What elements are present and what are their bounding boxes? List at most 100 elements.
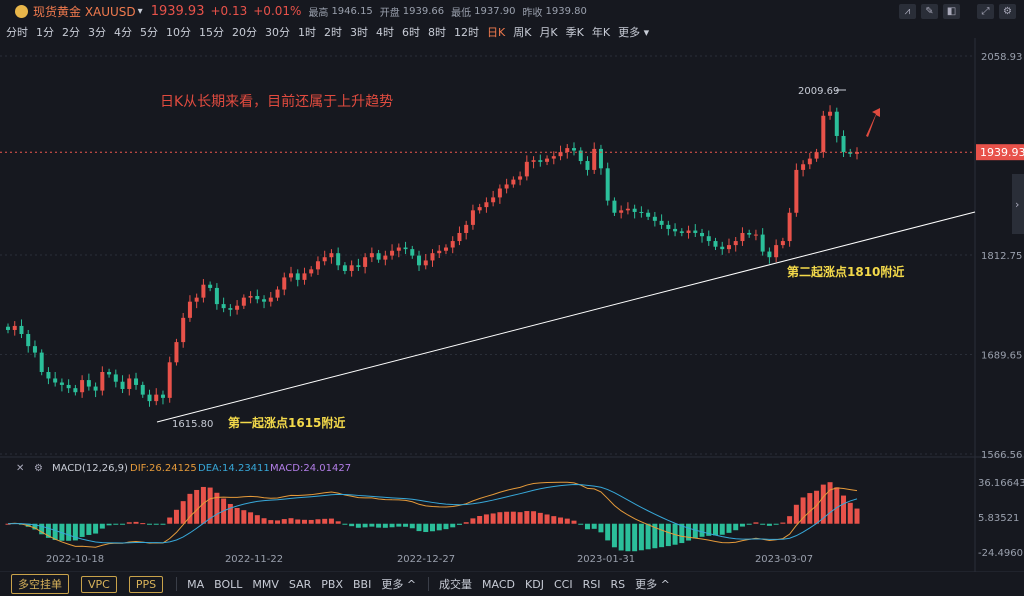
candle-body-117	[794, 169, 799, 213]
expand-icon[interactable]: ⤢	[977, 4, 994, 19]
main-indicator-3[interactable]: SAR	[288, 577, 312, 591]
timeframe-4[interactable]: 4分	[114, 26, 132, 39]
main-indicator-0[interactable]: MA	[187, 577, 205, 591]
candle-body-63	[430, 253, 435, 261]
timeframe-15[interactable]: 8时	[428, 26, 446, 39]
macd-bar-33	[227, 503, 233, 524]
timeframe-18[interactable]: 周K	[513, 26, 532, 39]
macd-bar-100	[679, 523, 685, 544]
candle-body-75	[511, 179, 516, 185]
candle-body-125	[848, 152, 853, 154]
macd-bar-67	[456, 523, 462, 525]
timeframe-3[interactable]: 3分	[88, 26, 106, 39]
chart-area[interactable]: 1939.93 ✕ ⚙ MACD(12,26,9) DIF:26.24125 DEA:1…	[0, 24, 1024, 572]
candle-body-99	[673, 228, 678, 232]
candle-body-50	[342, 265, 347, 271]
macd-bar-19	[133, 521, 139, 524]
indicator-box-1[interactable]: VPC	[81, 575, 117, 593]
candle-body-30	[208, 284, 213, 288]
candle-body-113	[767, 251, 772, 258]
high-value: 1946.15	[331, 5, 373, 17]
draw-tool-icon[interactable]: ✎	[921, 4, 938, 19]
macd-bar-48	[328, 518, 334, 524]
candle-body-19	[134, 378, 139, 385]
timeframe-22[interactable]: 更多 ▾	[618, 26, 650, 39]
settings-icon[interactable]: ⚙	[999, 4, 1016, 19]
macd-bar-56	[382, 523, 388, 528]
timeframe-16[interactable]: 12时	[454, 26, 479, 39]
timeframe-9[interactable]: 30分	[265, 26, 290, 39]
macd-bar-20	[140, 523, 146, 525]
timeframe-14[interactable]: 6时	[402, 26, 420, 39]
separator	[428, 577, 430, 591]
candle-body-119	[807, 158, 812, 165]
macd-bar-106	[719, 523, 725, 535]
sub-indicator-3[interactable]: CCI	[553, 577, 573, 591]
macd-bar-62	[423, 523, 429, 533]
timeframe-17[interactable]: 日K	[487, 26, 506, 39]
macd-bar-107	[726, 523, 732, 533]
candle-body-60	[410, 249, 415, 256]
candle-body-97	[659, 220, 664, 225]
timeframe-0[interactable]: 分时	[6, 26, 28, 39]
dea-line	[7, 484, 858, 544]
timeframe-7[interactable]: 15分	[199, 26, 224, 39]
prev-close-value: 1939.80	[545, 5, 587, 17]
macd-bar-66	[450, 523, 456, 528]
candle-body-90	[612, 200, 617, 213]
sub-indicator-1[interactable]: MACD	[482, 577, 516, 591]
trend-line	[156, 211, 976, 423]
current-price-tag	[976, 144, 1024, 161]
macd-bar-27	[187, 493, 193, 524]
low-label: 1615.80	[172, 419, 213, 430]
macd-bar-115	[780, 522, 786, 524]
indicator-box-0[interactable]: 多空挂单	[11, 574, 69, 594]
main-indicator-2[interactable]: MMV	[252, 577, 279, 591]
compare-icon[interactable]: ◧	[943, 4, 960, 19]
candle-body-8	[59, 382, 64, 385]
timeframe-6[interactable]: 10分	[166, 26, 191, 39]
macd-bar-78	[531, 511, 537, 524]
macd-y-tick-0: 36.16643	[978, 478, 1024, 489]
timeframe-20[interactable]: 季K	[565, 26, 584, 39]
timeframe-12[interactable]: 3时	[350, 26, 368, 39]
timeframe-10[interactable]: 1时	[298, 26, 316, 39]
macd-bar-11	[79, 523, 85, 537]
candle-body-17	[120, 381, 125, 389]
macd-bar-90	[611, 523, 617, 548]
candle-body-51	[349, 265, 354, 271]
sub-indicator-0[interactable]: 成交量	[439, 578, 473, 591]
sub-indicator-4[interactable]: RSI	[582, 577, 601, 591]
main-indicator-6[interactable]: 更多 ^	[381, 578, 417, 591]
sub-indicator-2[interactable]: KDJ	[525, 577, 544, 591]
macd-bar-12	[86, 523, 92, 535]
timeframe-11[interactable]: 2时	[324, 26, 342, 39]
candle-body-93	[632, 208, 637, 212]
indicator-box-2[interactable]: PPS	[128, 575, 164, 593]
sub-indicator-5[interactable]: RS	[610, 577, 626, 591]
macd-bar-39	[268, 520, 274, 524]
annotation-second-low: 第二起涨点1810附近	[787, 264, 904, 279]
sub-indicator-6[interactable]: 更多 ^	[635, 578, 670, 591]
timeframe-13[interactable]: 4时	[376, 26, 394, 39]
macd-bar-109	[739, 523, 745, 527]
main-indicator-1[interactable]: BOLL	[214, 577, 243, 591]
timeframe-21[interactable]: 年K	[591, 26, 611, 39]
timeframe-8[interactable]: 20分	[232, 26, 257, 39]
symbol-name[interactable]: 现货黄金 XAUUSD	[33, 4, 136, 19]
macd-bar-112	[760, 523, 766, 525]
main-indicator-4[interactable]: PBX	[321, 577, 343, 591]
chart-type-icon[interactable]: ⩘	[899, 4, 916, 19]
timeframe-2[interactable]: 2分	[62, 26, 80, 39]
candle-body-7	[53, 378, 58, 383]
chevron-down-icon[interactable]: ▾	[137, 5, 143, 17]
timeframe-5[interactable]: 5分	[140, 26, 158, 39]
main-indicator-5[interactable]: BBI	[352, 577, 372, 591]
timeframe-1[interactable]: 1分	[36, 26, 54, 39]
candle-body-77	[524, 161, 529, 177]
candle-body-83	[565, 148, 570, 153]
macd-bar-0	[5, 523, 11, 525]
candle-body-43	[295, 273, 300, 280]
timeframe-19[interactable]: 月K	[539, 26, 558, 39]
candle-body-94	[639, 211, 644, 213]
